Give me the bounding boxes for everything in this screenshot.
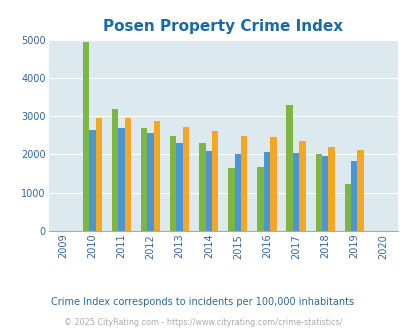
Bar [112,109,118,231]
Bar [328,147,334,231]
Bar [153,121,160,231]
Bar [344,183,350,231]
Bar [176,143,182,231]
Bar [286,106,292,231]
Bar [350,161,356,231]
Bar [241,136,247,231]
Title: Posen Property Crime Index: Posen Property Crime Index [103,19,343,34]
Text: Crime Index corresponds to incidents per 100,000 inhabitants: Crime Index corresponds to incidents per… [51,297,354,307]
Bar [199,143,205,231]
Bar [182,127,189,231]
Bar [147,133,153,231]
Bar [124,118,131,231]
Bar [95,118,102,231]
Bar [170,136,176,231]
Bar [83,42,89,231]
Bar [356,150,363,231]
Bar [234,154,241,231]
Bar [211,131,218,231]
Bar [315,154,321,231]
Bar [292,153,298,231]
Bar [263,152,269,231]
Bar [118,128,124,231]
Bar [257,167,263,231]
Bar [298,141,305,231]
Text: © 2025 CityRating.com - https://www.cityrating.com/crime-statistics/: © 2025 CityRating.com - https://www.city… [64,318,341,327]
Bar [228,168,234,231]
Bar [321,156,328,231]
Bar [141,128,147,231]
Bar [205,151,211,231]
Bar [269,137,276,231]
Bar [89,130,95,231]
